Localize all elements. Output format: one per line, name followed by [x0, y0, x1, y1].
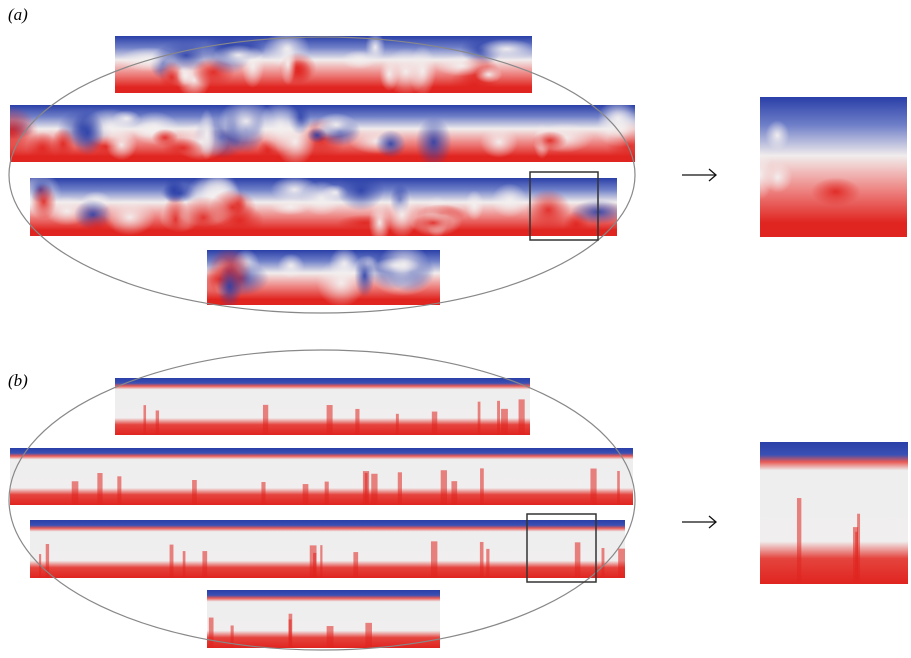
strip-bg: [207, 590, 440, 648]
plume: [617, 471, 620, 528]
plume: [202, 551, 207, 609]
plume: [289, 614, 293, 658]
field-strip: [13, 170, 626, 246]
plume: [375, 130, 406, 158]
field-strip: [748, 97, 907, 237]
plume: [477, 39, 536, 59]
plume: [797, 498, 801, 640]
plume: [183, 551, 186, 609]
strip-bg: [30, 520, 625, 578]
plume: [307, 127, 327, 143]
plume: [375, 257, 420, 273]
plume: [178, 196, 230, 239]
plume: [383, 48, 428, 95]
plume: [213, 45, 264, 66]
panel-label: (a): [8, 5, 28, 24]
plume: [853, 527, 858, 658]
plume: [480, 126, 518, 158]
plume: [270, 199, 310, 216]
plume: [532, 131, 567, 150]
plume: [480, 542, 484, 600]
plume: [79, 214, 116, 246]
plume: [363, 471, 369, 528]
plume: [412, 214, 454, 232]
plume: [280, 42, 296, 85]
plume: [209, 618, 214, 658]
plume: [385, 192, 418, 238]
field-strip: [207, 590, 440, 658]
plume: [416, 117, 452, 168]
plume: [365, 32, 385, 63]
plume: [355, 255, 375, 297]
plume: [71, 110, 104, 156]
plume: [575, 542, 581, 600]
plume: [39, 554, 41, 612]
field-strip: [195, 243, 440, 309]
strip-bg: [760, 442, 908, 584]
plume: [618, 549, 625, 607]
figure: (a) (b): [0, 0, 911, 658]
plume: [365, 623, 372, 658]
field-strip: [0, 98, 651, 168]
plume: [486, 549, 489, 607]
plume: [177, 66, 195, 85]
plume: [480, 468, 484, 525]
plume: [327, 626, 334, 658]
arrow: [682, 516, 716, 528]
plume: [811, 177, 861, 206]
field-strip: [115, 28, 536, 105]
plume: [519, 399, 525, 456]
plume: [258, 102, 304, 153]
panel-label: (b): [8, 371, 28, 390]
plume: [441, 470, 447, 527]
plume: [435, 55, 488, 76]
arrow: [682, 169, 716, 181]
plume: [748, 150, 774, 200]
plume: [526, 189, 571, 230]
plume: [170, 545, 174, 603]
plume: [491, 183, 527, 218]
plume: [602, 548, 605, 606]
strips: [0, 28, 908, 658]
field-strip: [760, 442, 908, 658]
plume: [217, 264, 242, 309]
plume: [765, 120, 789, 150]
plume: [595, 109, 647, 147]
plume: [152, 129, 179, 147]
strip-bg: [10, 448, 633, 505]
plume: [31, 183, 57, 219]
plume: [277, 254, 304, 279]
strip-bg: [115, 378, 530, 435]
plume: [231, 626, 234, 658]
plume: [465, 190, 484, 220]
plume: [337, 170, 384, 211]
